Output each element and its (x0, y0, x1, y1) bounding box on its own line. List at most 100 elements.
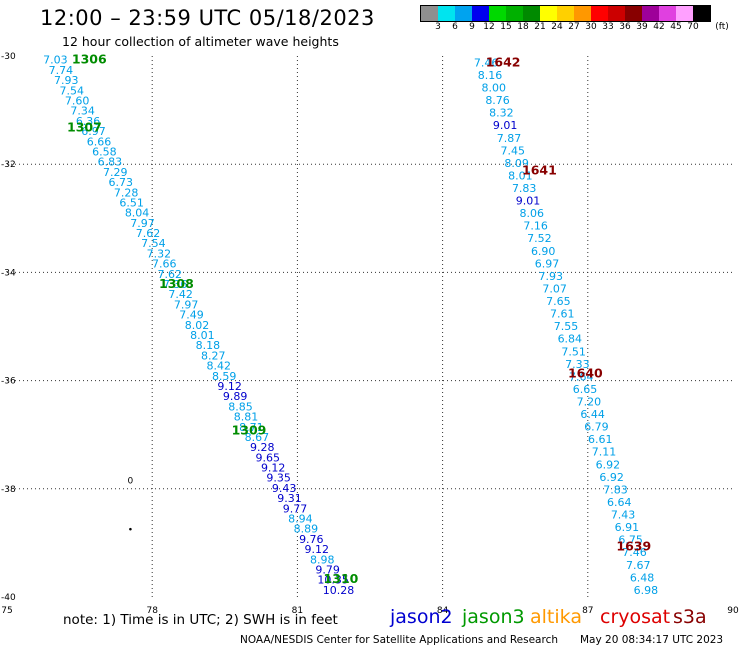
legend-swatch (557, 6, 574, 21)
wave-height-label: 7.51 (561, 345, 586, 358)
latitude-tick-label: -38 (1, 485, 16, 495)
legend-tick-label: 70 (687, 22, 699, 32)
point-marker: • (128, 525, 133, 535)
wave-height-label: 6.98 (634, 584, 659, 597)
wave-height-label: 7.28 (114, 186, 139, 199)
wave-height-label: 8.01 (190, 329, 215, 342)
wave-height-label: 6.97 (535, 257, 560, 270)
wave-height-label: 7.36 (163, 278, 188, 291)
latitude-tick-label: -30 (1, 52, 16, 62)
wave-height-label: 9.77 (283, 502, 308, 515)
wave-height-label: 8.32 (489, 107, 514, 120)
wave-height-label: 7.83 (512, 182, 537, 195)
wave-height-label: 8.81 (234, 411, 259, 424)
legend-swatch (540, 6, 557, 21)
wave-height-label: 9.89 (223, 390, 248, 403)
wave-height-label: 8.04 (125, 207, 150, 220)
legend-swatch (591, 6, 608, 21)
wave-height-label: 8.71 (239, 421, 264, 434)
wave-height-label: 6.84 (558, 333, 583, 346)
axis-labels: 75 78 81 84 87 90 -30 -32 -34 -36 -38 -40 (1, 52, 739, 616)
longitude-tick-label: 75 (1, 606, 12, 616)
latitude-tick-label: -40 (1, 593, 16, 603)
wave-height-label: 8.02 (185, 319, 210, 332)
legend-tick-label: 24 (551, 22, 563, 32)
wave-height-label: 6.83 (98, 156, 123, 169)
legend-tick-label: 33 (602, 22, 614, 32)
wave-height-label: 9.35 (266, 472, 291, 485)
wave-height-label: 6.73 (108, 176, 133, 189)
footer-note: note: 1) Time is in UTC; 2) SWH is in fe… (63, 612, 338, 628)
legend-s3a: s3a (673, 606, 707, 628)
wave-height-label: 7.42 (168, 288, 193, 301)
map-subtitle: 12 hour collection of altimeter wave hei… (62, 34, 339, 49)
legend-swatch (642, 6, 659, 21)
wave-height-label: 8.42 (207, 360, 232, 373)
latitude-tick-label: -34 (1, 268, 16, 278)
wave-height-label: 8.16 (478, 69, 503, 82)
wave-height-label: 8.18 (196, 339, 221, 352)
longitude-tick-label: 90 (727, 606, 739, 616)
legend-swatch (489, 6, 506, 21)
legend-tick-label: 42 (653, 22, 665, 32)
wave-height-label: 6.90 (531, 245, 556, 258)
wave-height-label: 7.43 (611, 509, 636, 522)
wave-height-label: 7.97 (130, 217, 155, 230)
legend-tick-label: 9 (469, 22, 475, 32)
wave-height-label: 7.49 (179, 309, 204, 322)
wave-height-label: 7.97 (174, 298, 199, 311)
wave-height-label: 9.01 (516, 195, 541, 208)
legend-tick-label: 18 (517, 22, 529, 32)
legend-tick-label: 39 (636, 22, 648, 32)
legend-swatch (455, 6, 472, 21)
legend-swatch (523, 6, 540, 21)
legend-jason3: jason3 (462, 606, 525, 628)
wave-height-label: 6.36 (76, 115, 101, 128)
wave-height-label: 9.28 (250, 441, 275, 454)
longitude-tick-label: 81 (292, 606, 303, 616)
legend-tick-label: 21 (534, 22, 546, 32)
wave-height-label: 8.89 (294, 523, 319, 536)
wave-height-label: 7.62 (136, 227, 161, 240)
legend-swatch (472, 6, 489, 21)
wave-height-label: 7.54 (141, 237, 166, 250)
wave-height-label: 7.74 (49, 64, 74, 77)
wave-height-label: 7.54 (59, 84, 84, 97)
legend-cryosat: cryosat (600, 606, 671, 628)
legend-tick-label: 15 (500, 22, 512, 32)
credit-line: NOAA/NESDIS Center for Satellite Applica… (240, 634, 558, 646)
wave-height-label: 8.06 (520, 207, 545, 220)
wave-height-label: 6.66 (87, 135, 112, 148)
wave-height-label: 9.12 (261, 462, 286, 475)
wave-height-label: 7.55 (554, 320, 579, 333)
wave-height-label: 7.87 (497, 132, 522, 145)
wave-height-label: 7.62 (157, 268, 182, 281)
legend-swatch (676, 6, 693, 21)
wave-height-label: 7.34 (70, 105, 95, 118)
wave-height-label: 8.09 (504, 157, 529, 170)
wave-height-label: 6.92 (599, 471, 624, 484)
wave-height-label: 6.97 (81, 125, 106, 138)
wave-height-label: 9.12 (305, 543, 330, 556)
wave-height-label: 6.51 (119, 196, 144, 209)
legend-swatch (421, 6, 438, 21)
wave-height-label: 9.65 (256, 451, 281, 464)
wave-height-label: 7.16 (523, 220, 548, 233)
legend-tick-label: 36 (619, 22, 631, 32)
legend-tick-label: 3 (435, 22, 441, 32)
wave-height-label: 9.01 (493, 119, 518, 132)
map-grid (7, 56, 733, 597)
wave-height-label: 7.60 (65, 94, 90, 107)
pass-time-label: 1307 (67, 119, 102, 134)
wave-height-label: 10.35 (317, 574, 349, 587)
wave-height-label: 8.85 (228, 400, 253, 413)
legend-jason2: jason2 (390, 606, 453, 628)
latitude-tick-label: -36 (1, 377, 16, 387)
legend-swatch (438, 6, 455, 21)
legend-swatch (693, 6, 710, 21)
legend-swatch (506, 6, 523, 21)
latitude-tick-label: -32 (1, 160, 16, 170)
wave-height-label: 7.61 (550, 308, 575, 321)
map-markers: 0• (128, 477, 134, 536)
